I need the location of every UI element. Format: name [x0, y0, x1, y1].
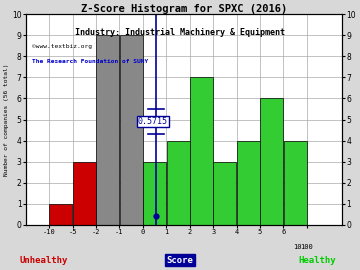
- Text: ©www.textbiz.org: ©www.textbiz.org: [32, 44, 92, 49]
- Text: 100: 100: [301, 244, 313, 250]
- Bar: [120, 35, 143, 225]
- Bar: [190, 77, 213, 225]
- Bar: [167, 141, 189, 225]
- Bar: [143, 162, 166, 225]
- Text: 10: 10: [293, 244, 302, 250]
- Bar: [49, 204, 72, 225]
- Text: Score: Score: [167, 256, 193, 265]
- Text: The Research Foundation of SUNY: The Research Foundation of SUNY: [32, 59, 148, 64]
- Bar: [96, 35, 119, 225]
- Bar: [260, 99, 283, 225]
- Title: Z-Score Histogram for SPXC (2016): Z-Score Histogram for SPXC (2016): [81, 4, 287, 14]
- Text: Unhealthy: Unhealthy: [19, 256, 67, 265]
- Bar: [284, 141, 307, 225]
- Bar: [237, 141, 260, 225]
- Y-axis label: Number of companies (56 total): Number of companies (56 total): [4, 63, 9, 176]
- Text: Industry: Industrial Machinery & Equipment: Industry: Industrial Machinery & Equipme…: [75, 28, 285, 37]
- Bar: [73, 162, 96, 225]
- Bar: [213, 162, 237, 225]
- Text: 0.5715: 0.5715: [138, 117, 168, 126]
- Text: Healthy: Healthy: [298, 256, 336, 265]
